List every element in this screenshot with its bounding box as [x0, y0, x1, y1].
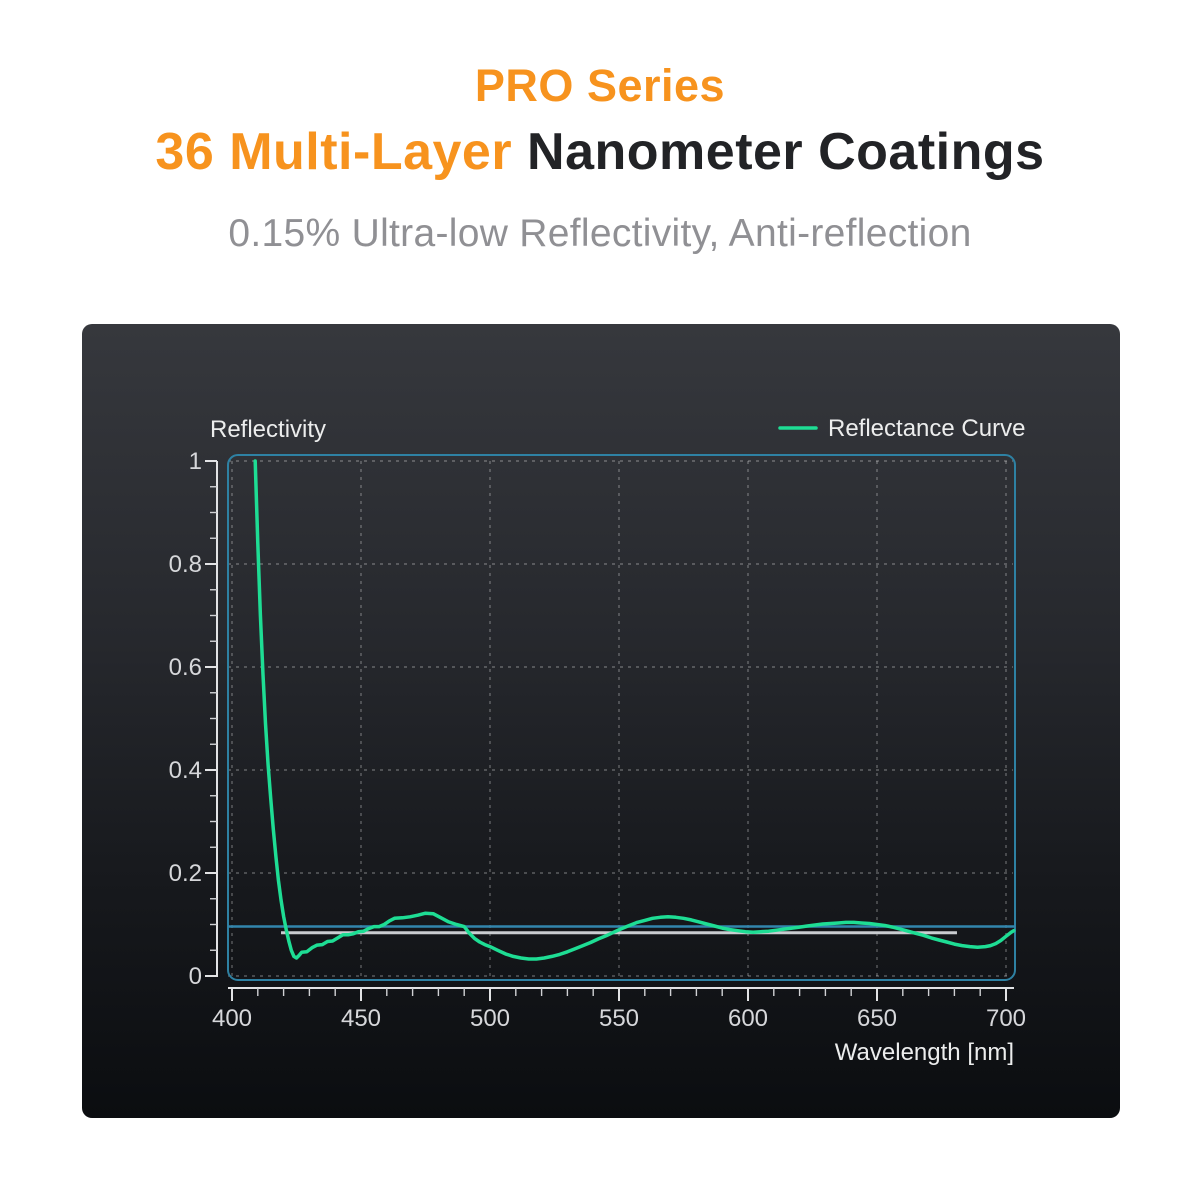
legend: Reflectance Curve — [778, 415, 1025, 442]
title-line2-dark: Nanometer Coatings — [527, 123, 1045, 182]
gridlines — [228, 460, 1013, 977]
x-tick-label: 500 — [470, 1005, 510, 1032]
chart-panel: 0 0.2 0.4 0.6 0.8 1 400 450 500 550 600 650 700 Refl… — [82, 324, 1120, 1118]
x-tick-label: 700 — [986, 1005, 1026, 1032]
x-tick-label: 600 — [728, 1005, 768, 1032]
header: PRO Series 36 Multi-Layer Nanometer Coat… — [0, 0, 1200, 256]
legend-label: Reflectance Curve — [828, 415, 1025, 442]
title-line1-text: PRO Series — [474, 60, 726, 111]
subtitle: 0.15% Ultra-low Reflectivity, Anti-refle… — [228, 211, 972, 255]
y-tick-label: 0.6 — [169, 654, 202, 681]
title-line2-orange: 36 Multi-Layer — [155, 123, 513, 182]
plot-border — [227, 454, 1016, 981]
y-tick-label: 0 — [189, 963, 202, 990]
x-axis-title: Wavelength [nm] — [835, 1039, 1014, 1066]
axes — [205, 460, 1014, 1001]
y-tick-label: 0.2 — [169, 860, 202, 887]
page-title-line2: 36 Multi-Layer Nanometer Coatings — [0, 125, 1200, 180]
reflectance-curve — [253, 459, 1016, 961]
y-tick-label: 1 — [189, 448, 202, 475]
y-tick-label: 0.4 — [169, 757, 202, 784]
y-axis-title: Reflectivity — [210, 416, 326, 443]
y-tick-label: 0.8 — [169, 551, 202, 578]
x-tick-label: 450 — [341, 1005, 381, 1032]
x-tick-label: 400 — [212, 1005, 252, 1032]
x-tick-label: 650 — [857, 1005, 897, 1032]
page-title: PRO Series — [0, 62, 1200, 109]
tick-labels: 0 0.2 0.4 0.6 0.8 1 400 450 500 550 600 650 700 — [169, 448, 1026, 1032]
reflectance-chart: 0 0.2 0.4 0.6 0.8 1 400 450 500 550 600 650 700 Refl… — [169, 415, 1026, 1066]
x-tick-label: 550 — [599, 1005, 639, 1032]
